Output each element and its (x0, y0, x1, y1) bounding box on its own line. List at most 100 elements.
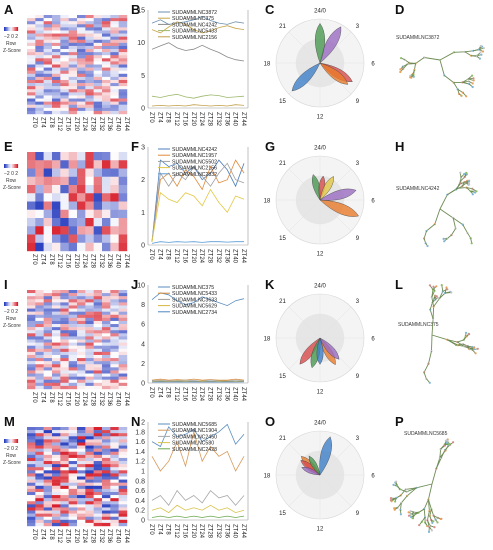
heatmap-cell (68, 317, 78, 322)
heatmap-cell (77, 45, 86, 50)
heatmap-cell (68, 21, 78, 25)
heatmap-cell (60, 385, 69, 390)
series-line (151, 162, 245, 242)
panel-letter: D (395, 2, 404, 17)
heatmap-cell (52, 64, 61, 68)
heatmap-cell (77, 342, 86, 346)
heatmap-cell (118, 327, 128, 331)
heatmap-cell (118, 70, 128, 74)
heatmap-cell (60, 364, 69, 368)
heatmap-cell (118, 320, 128, 325)
color-key-zscore-label: Z-Score (3, 48, 21, 54)
heatmap-cell (27, 67, 36, 71)
heatmap-cell (43, 168, 53, 177)
heatmap-cell (118, 379, 128, 384)
heatmap-cell (43, 64, 53, 68)
heatmap-cell (118, 324, 128, 328)
heatmap-cell (43, 317, 53, 322)
heatmap-cell (68, 168, 78, 177)
heatmap-xtick-label: ZT24 (81, 529, 87, 544)
heatmap-cell (110, 467, 119, 471)
color-key-swatch (16, 164, 19, 168)
heatmap-cell (52, 21, 61, 25)
heatmap-cell (68, 430, 78, 434)
heatmap-cell (60, 354, 69, 359)
legend-label: SUDAMMLNC375 (172, 285, 214, 291)
heatmap-cell (118, 513, 128, 517)
heatmap-cell (110, 61, 119, 65)
heatmap-cell (27, 27, 36, 31)
heatmap-cell (110, 98, 119, 102)
heatmap-cell (60, 320, 69, 325)
heatmap-cell (27, 293, 36, 297)
heatmap-cell (43, 430, 53, 434)
network-edge (426, 223, 436, 232)
heatmap-cell (27, 314, 36, 319)
heatmap-cell (85, 430, 94, 434)
heatmap-cell (43, 464, 53, 468)
heatmap-cell (110, 79, 119, 84)
heatmap-cell (102, 98, 111, 102)
network-node (399, 68, 402, 71)
heatmap-cell (93, 354, 103, 359)
heatmap-cell (77, 110, 86, 115)
color-key-swatch (12, 27, 14, 31)
color-key-swatch (12, 164, 14, 168)
panel-letter: N (131, 414, 140, 429)
heatmap-cell (43, 27, 53, 31)
heatmap-cell (110, 317, 119, 322)
network-node (452, 51, 456, 54)
x-tick-label: ZT32 (215, 387, 221, 402)
heatmap-cell (77, 464, 86, 468)
heatmap-cell (27, 308, 36, 312)
heatmap-cell (52, 296, 61, 300)
x-tick-label: ZT40 (232, 387, 238, 402)
radial-hour-label: 15 (279, 236, 286, 242)
heatmap-cell (27, 193, 36, 202)
heatmap-xtick-label: ZT36 (106, 254, 112, 269)
heatmap-cell (110, 234, 119, 243)
heatmap-cell (93, 55, 103, 59)
heatmap-cell (102, 308, 111, 312)
heatmap-cell (85, 39, 94, 44)
heatmap-cell (27, 504, 36, 508)
heatmap-cell (118, 226, 128, 235)
heatmap-cell (27, 305, 36, 309)
heatmap-cell (52, 314, 61, 319)
x-tick-label: ZT40 (232, 112, 238, 127)
color-key-scale: −2 0 2 (4, 171, 18, 177)
heatmap-cell (77, 330, 86, 334)
heatmap-cell (52, 67, 61, 71)
network-node (468, 333, 471, 336)
heatmap-cell (43, 445, 53, 449)
heatmap-cell (27, 98, 36, 102)
heatmap-cell (35, 168, 44, 177)
network-node (471, 82, 474, 85)
heatmap-cell (93, 67, 103, 71)
heatmap-cell (77, 39, 86, 44)
network-node (411, 517, 415, 520)
heatmap-cell (27, 176, 36, 186)
network-edge (457, 341, 465, 347)
heatmap-cell (35, 507, 44, 511)
heatmap-cell (93, 467, 103, 471)
radial-petal (315, 23, 325, 64)
heatmap-xtick-label: ZT28 (90, 117, 96, 132)
heatmap-xtick-label: ZT16 (65, 254, 71, 269)
heatmap-cell (110, 430, 119, 434)
heatmap-cell (27, 361, 36, 365)
radial-hour-label: 21 (279, 161, 286, 167)
heatmap-cell (43, 160, 53, 169)
heatmap-cell (27, 86, 36, 90)
heatmap-cell (43, 209, 53, 219)
heatmap-cell (77, 92, 86, 96)
legend-label: SUDAMMLNC5502 (172, 159, 217, 165)
heatmap-cell (35, 361, 44, 365)
heatmap-cell (27, 516, 36, 521)
heatmap-cell (110, 302, 119, 306)
color-key-swatch (9, 27, 12, 31)
heatmap-cell (43, 67, 53, 71)
heatmap-cell (60, 70, 69, 74)
